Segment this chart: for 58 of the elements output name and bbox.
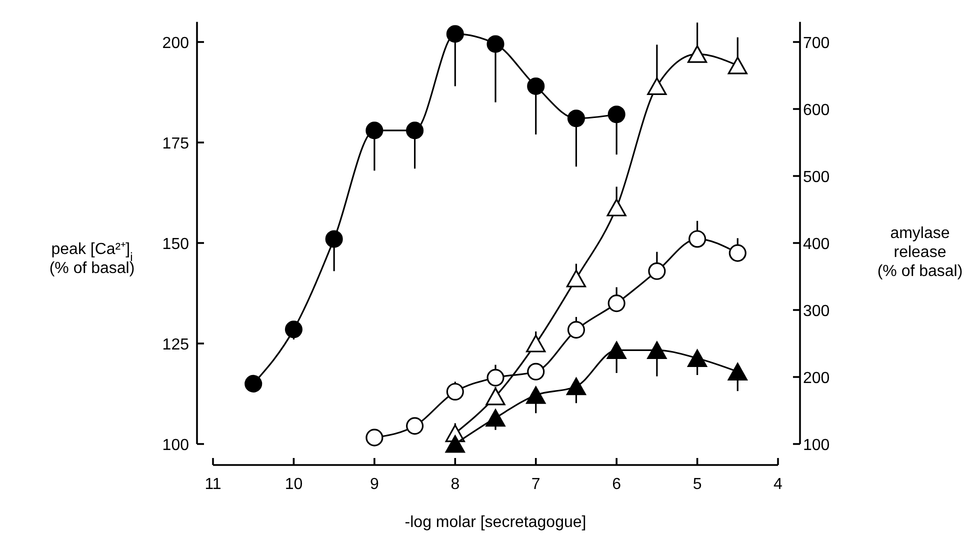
point	[728, 56, 748, 74]
point	[486, 35, 504, 53]
point	[567, 110, 585, 128]
point	[688, 230, 706, 248]
point	[486, 368, 504, 386]
point	[527, 77, 545, 95]
y2-tick-label: 400	[803, 236, 830, 253]
point	[486, 388, 506, 406]
x-tick-label: 6	[612, 476, 622, 493]
x-tick-label: 5	[692, 476, 702, 493]
y2-tick-label: 500	[803, 169, 830, 186]
y-tick-label: 100	[162, 437, 190, 454]
y2-tick-label: 200	[803, 370, 830, 387]
point	[687, 45, 708, 63]
x-tick-label: 4	[774, 476, 783, 493]
point	[606, 341, 626, 359]
point	[647, 77, 667, 96]
y2-axis-title: amylase release (% of basal)	[877, 225, 963, 280]
x-axis-title: -log molar [secretagogue]	[404, 514, 586, 531]
point	[366, 122, 384, 140]
point	[325, 230, 343, 248]
point	[687, 349, 708, 368]
y-axis-title: peak [Ca²⁺]$_{i}$ (% of basal)	[49, 241, 135, 277]
x-tick-label: 10	[284, 476, 303, 493]
point	[406, 122, 424, 140]
point	[567, 321, 585, 339]
x-tick-label: 7	[531, 476, 540, 493]
point	[366, 428, 384, 446]
y-tick-label: 200	[162, 35, 190, 52]
x-tick-label: 8	[450, 476, 460, 493]
point	[566, 270, 586, 288]
point	[728, 362, 748, 380]
x-tick-label: 9	[370, 476, 379, 493]
y2-tick-label: 600	[803, 102, 830, 119]
y-tick-label: 175	[162, 136, 190, 152]
point	[527, 362, 545, 380]
point	[526, 334, 546, 352]
point	[406, 417, 424, 435]
y2-tick-label: 700	[803, 35, 830, 52]
point	[284, 320, 302, 338]
y2-tick-label: 100	[803, 437, 830, 454]
point	[647, 341, 667, 359]
point	[648, 262, 666, 280]
y-tick-label: 150	[162, 236, 190, 253]
point	[606, 198, 626, 216]
point	[486, 409, 506, 427]
point	[244, 374, 262, 392]
point	[728, 244, 746, 262]
x-tick-label: 11	[204, 476, 222, 493]
point	[566, 378, 586, 396]
point	[446, 25, 464, 43]
y2-tick-label: 300	[803, 303, 830, 320]
point	[526, 386, 546, 404]
point	[608, 294, 626, 312]
point	[446, 382, 464, 401]
point	[608, 106, 626, 124]
y-tick-label: 125	[162, 336, 190, 354]
point	[445, 435, 465, 453]
